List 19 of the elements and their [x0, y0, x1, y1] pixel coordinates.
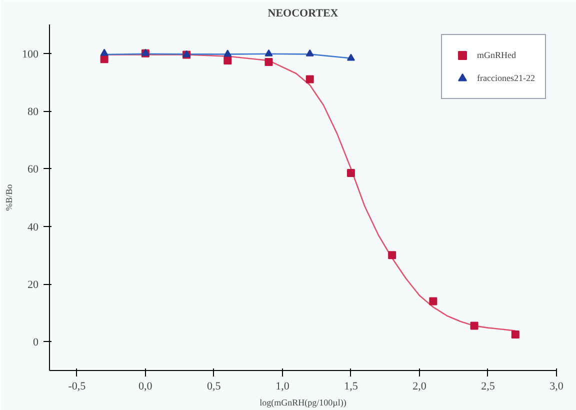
x-tick-label: 3,0 — [550, 380, 564, 392]
x-tick-label: 2,5 — [481, 380, 496, 392]
y-tick-label: 100 — [22, 48, 39, 60]
y-tick-label: 20 — [28, 279, 39, 291]
x-axis-title: log(mGnRH(pg/100µl)) — [260, 398, 346, 408]
x-tick-label: 1,0 — [276, 380, 290, 392]
x-tick-label: 2,0 — [412, 380, 427, 392]
y-axis-title: %B/Bo — [4, 184, 14, 211]
x-tick-label: 0,5 — [207, 380, 222, 392]
legend-label: fracciones21-22 — [477, 73, 535, 83]
chart-title: NEOCORTEX — [268, 8, 338, 20]
y-tick-label: 40 — [28, 221, 39, 234]
x-tick-label: 1,5 — [344, 380, 358, 392]
x-tick-label: -0,5 — [68, 380, 86, 392]
y-tick-label: 0 — [33, 336, 39, 349]
legend-label: mGnRHed — [477, 50, 516, 60]
y-tick-label: 60 — [28, 164, 39, 176]
y-tick-label: 80 — [28, 106, 39, 118]
x-tick-label: 0,0 — [138, 380, 153, 392]
